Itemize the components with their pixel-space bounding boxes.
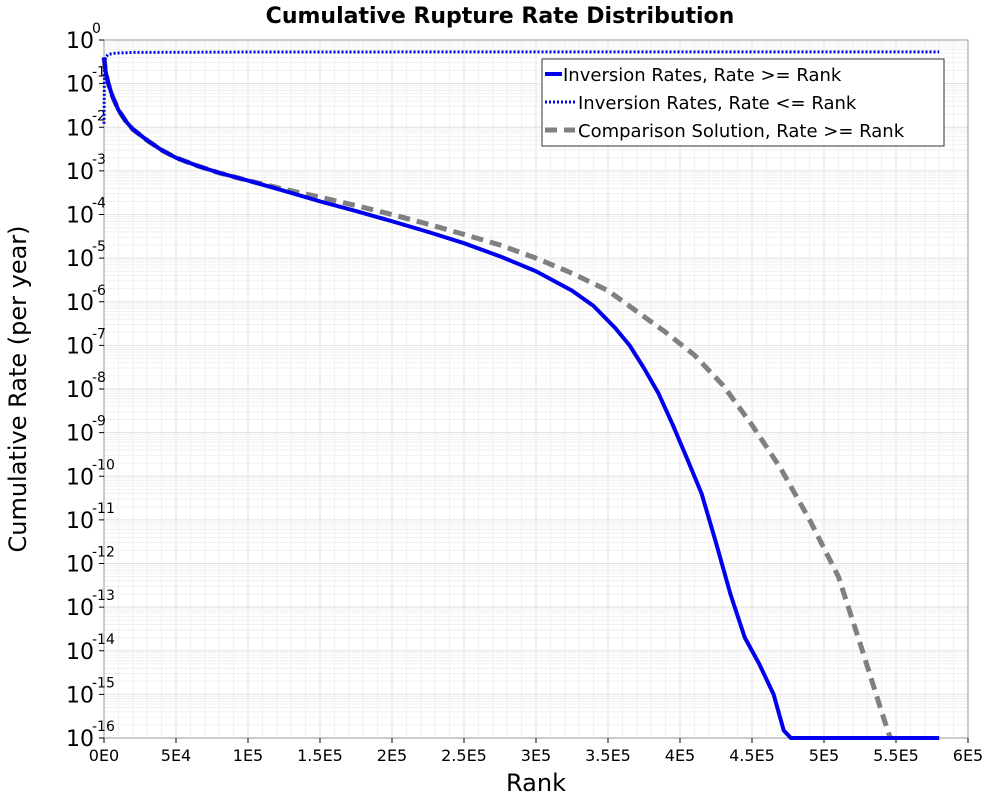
x-tick-label: 6E5 [953,746,983,765]
y-tick-label: 10 [66,334,94,359]
y-tick-exponent: -5 [92,239,106,255]
legend-entry-inversion-le: Inversion Rates, Rate <= Rank [578,93,857,114]
y-tick-exponent: -3 [92,152,106,168]
y-tick-label: 10 [66,116,94,141]
y-tick-exponent: -12 [92,545,115,561]
y-tick-label: 10 [66,727,94,752]
y-axis-label: Cumulative Rate (per year) [4,225,32,552]
y-tick-label: 10 [66,378,94,403]
y-tick-exponent: -11 [92,501,115,517]
y-tick-exponent: -13 [92,588,115,604]
x-tick-label: 5E4 [161,746,191,765]
x-tick-label: 1.5E5 [297,746,343,765]
y-tick-label: 10 [66,73,94,98]
y-tick-exponent: -8 [92,370,106,386]
y-tick-exponent: -4 [92,196,106,212]
x-tick-label: 5.5E5 [873,746,919,765]
chart-title: Cumulative Rupture Rate Distribution [266,4,735,29]
y-tick-label: 10 [66,160,94,185]
y-tick-exponent: -16 [92,719,115,735]
y-tick-exponent: 0 [92,21,101,37]
x-tick-label: 5E5 [809,746,839,765]
y-tick-exponent: -6 [92,283,106,299]
legend-entry-comparison: Comparison Solution, Rate >= Rank [578,121,905,142]
y-tick-label: 10 [66,683,94,708]
y-tick-label: 10 [66,465,94,490]
x-tick-label: 1E5 [233,746,263,765]
y-tick-label: 10 [66,29,94,54]
y-tick-exponent: -10 [92,457,115,473]
x-tick-label: 2.5E5 [441,746,487,765]
y-tick-label: 10 [66,509,94,534]
y-tick-exponent: -14 [92,632,115,648]
y-tick-label: 10 [66,640,94,665]
y-tick-label: 10 [66,553,94,578]
chart: Cumulative Rupture Rate Distribution 0E0… [0,0,1000,800]
y-tick-exponent: -9 [92,414,106,430]
y-tick-exponent: -7 [92,326,106,342]
x-tick-label: 3E5 [521,746,551,765]
y-tick-label: 10 [66,422,94,447]
x-tick-label: 4E5 [665,746,695,765]
legend: Inversion Rates, Rate >= Rank Inversion … [542,59,944,146]
y-tick-exponent: -15 [92,675,115,691]
x-tick-label: 4.5E5 [729,746,775,765]
y-tick-label: 10 [66,596,94,621]
y-tick-label: 10 [66,247,94,272]
legend-entry-inversion-ge: Inversion Rates, Rate >= Rank [563,65,842,86]
y-tick-label: 10 [66,291,94,316]
x-tick-label: 2E5 [377,746,407,765]
x-tick-label: 3.5E5 [585,746,631,765]
y-tick-label: 10 [66,204,94,229]
x-axis-label: Rank [506,769,566,797]
